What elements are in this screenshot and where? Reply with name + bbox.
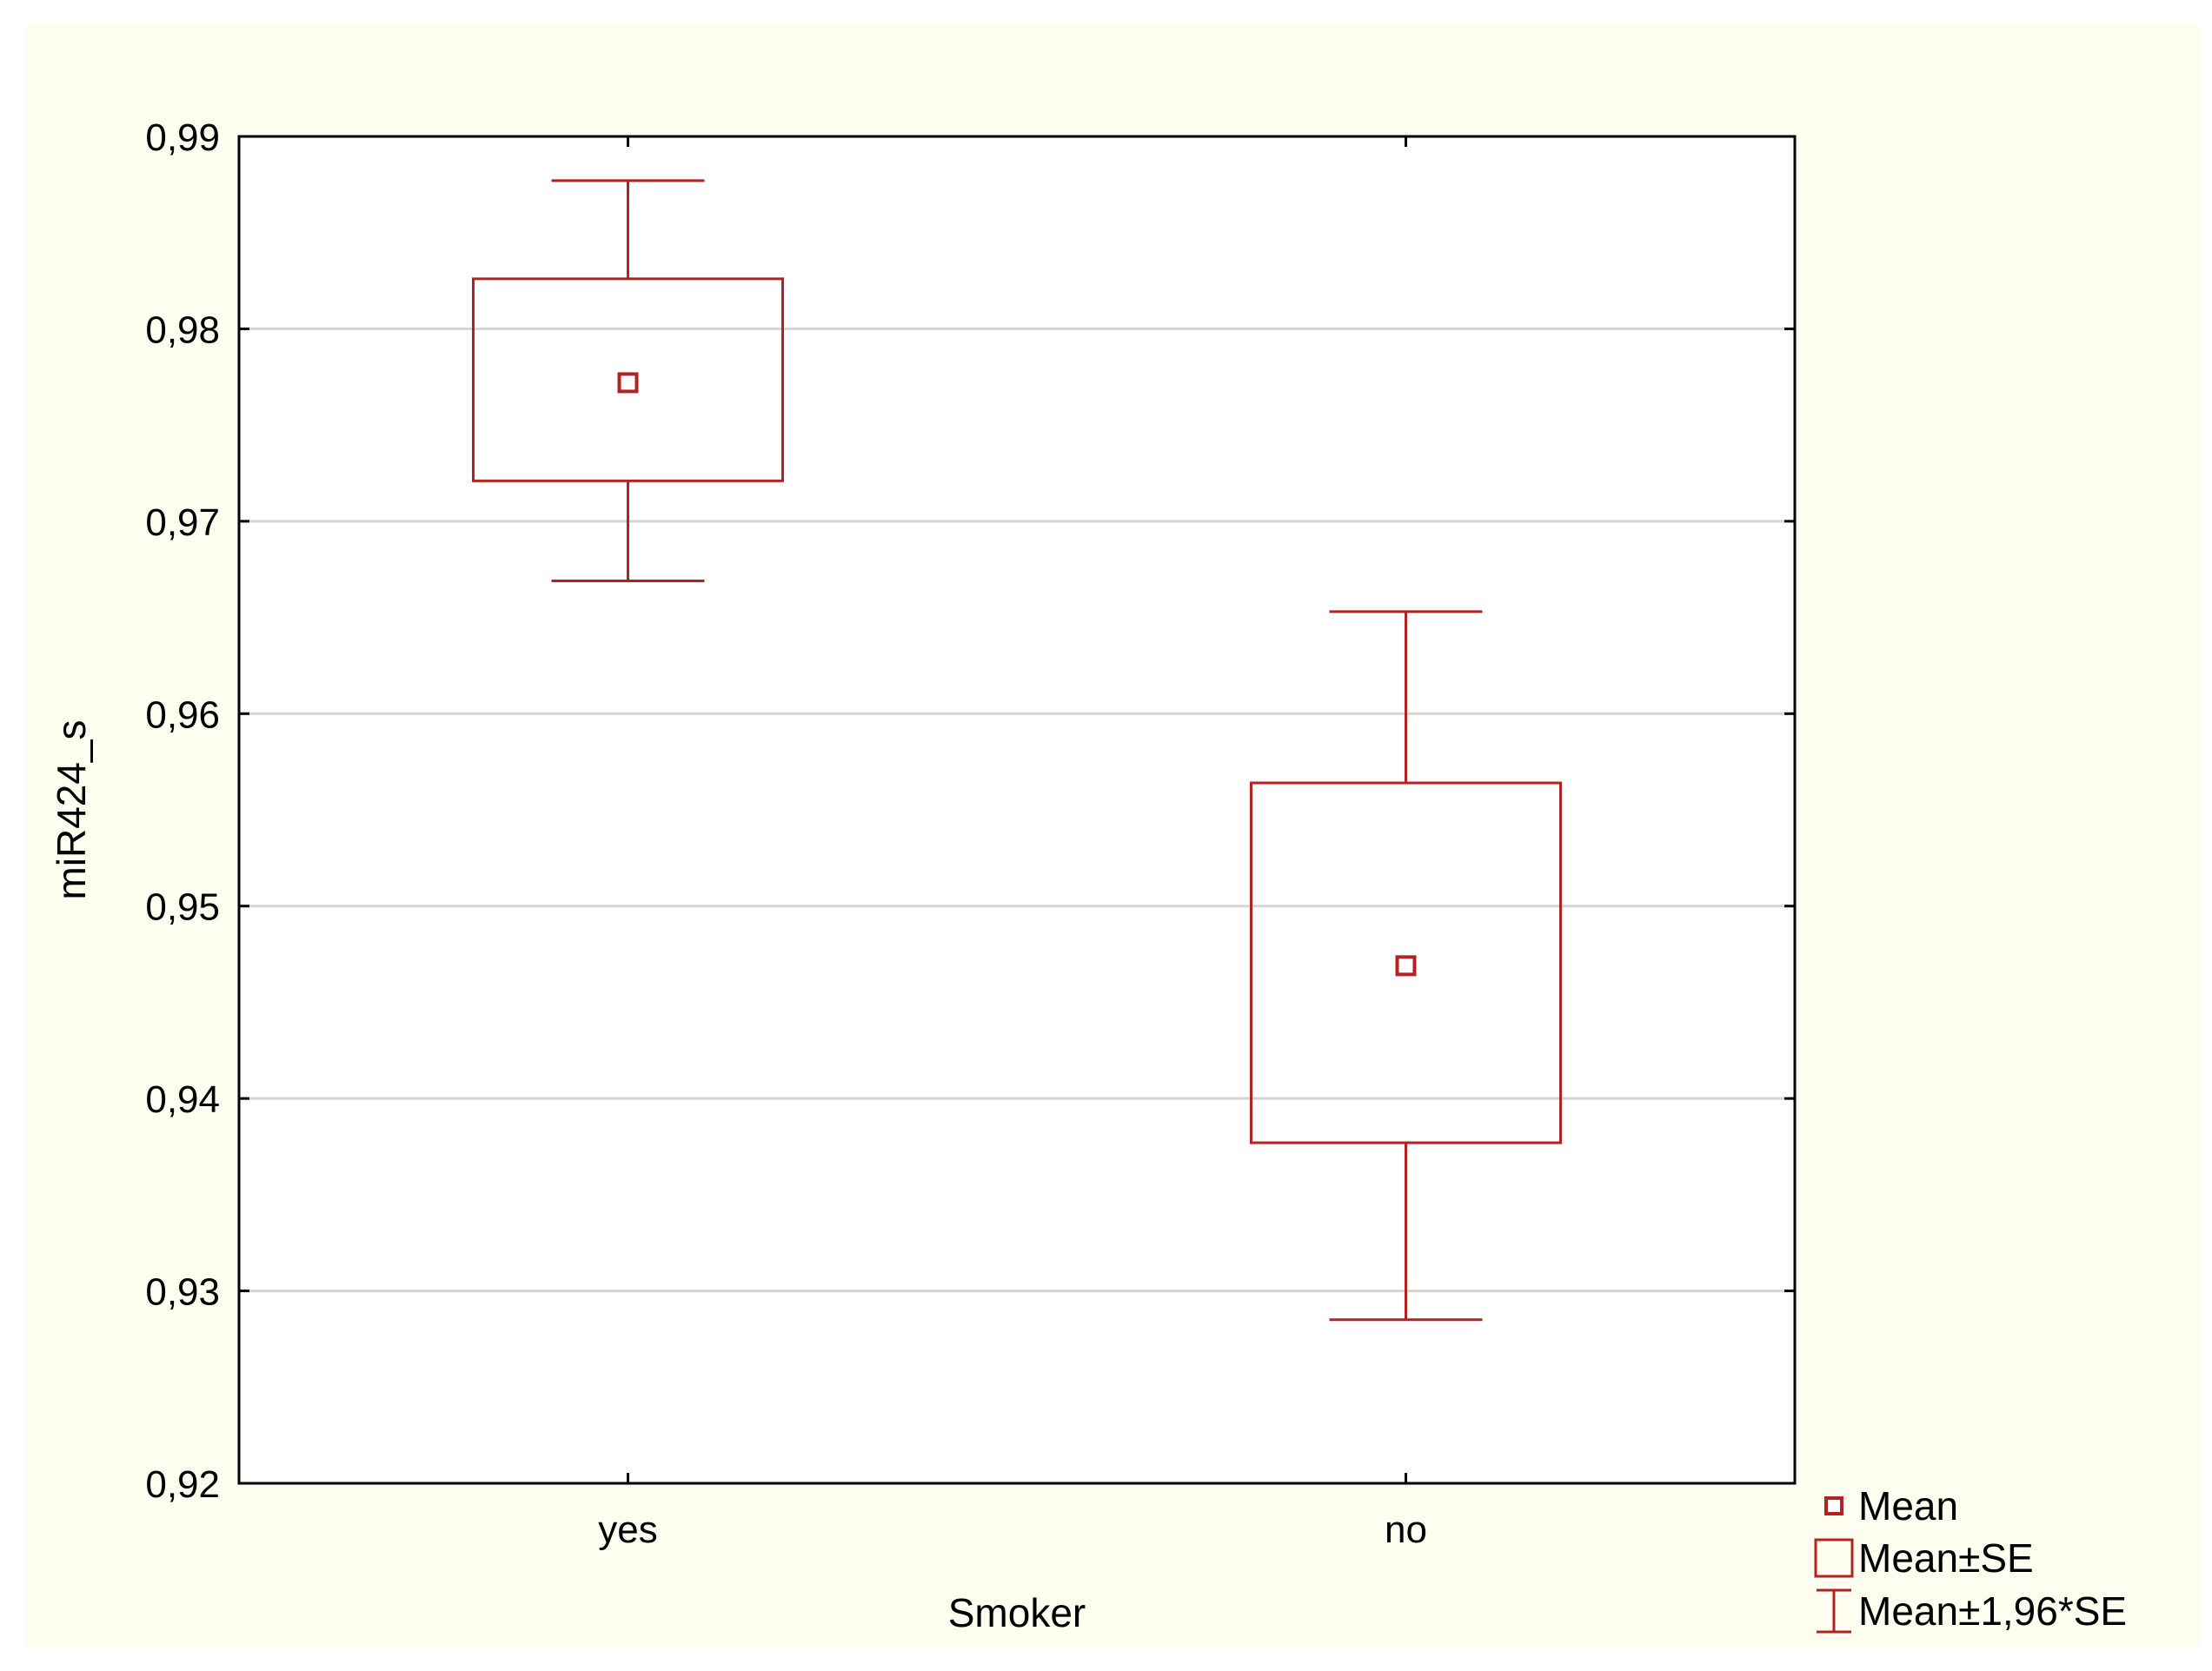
gridlines: [239, 327, 1795, 1293]
se-box: [1250, 781, 1562, 1144]
y-tick-label: 0,99: [145, 116, 220, 159]
legend-item-whisker: Mean±1,96*SE: [1817, 1588, 2127, 1634]
y-tick-label: 0,97: [145, 501, 220, 544]
x-axis-title: Smoker: [948, 1590, 1086, 1635]
y-tick-label: 0,93: [145, 1271, 220, 1314]
box-series: [472, 179, 1562, 1322]
se-box: [472, 277, 784, 482]
legend-box-icon: [1814, 1538, 1854, 1578]
mean-marker: [1395, 955, 1417, 977]
plot-area: [239, 136, 1795, 1483]
legend: Mean Mean±SE Mean±1,96*SE: [1814, 1483, 2127, 1634]
x-tick-label-yes: yes: [598, 1509, 657, 1551]
y-axis-title: miR424_s: [49, 719, 94, 899]
y-tick-label: 0,98: [145, 308, 220, 351]
legend-label: Mean: [1858, 1483, 1958, 1528]
mean-marker: [617, 372, 639, 394]
y-tick-label: 0,92: [145, 1463, 220, 1506]
y-tick-label: 0,96: [145, 693, 220, 736]
y-tick-label: 0,94: [145, 1078, 220, 1121]
legend-mean-icon: [1824, 1496, 1843, 1515]
plot-frame: [237, 135, 1797, 1485]
legend-item-small-square: Mean: [1824, 1483, 1958, 1528]
legend-item-box: Mean±SE: [1814, 1535, 2034, 1581]
x-tick-label-no: no: [1385, 1509, 1427, 1551]
box-group-yes: [472, 179, 784, 582]
y-axis: 0,92 0,93 0,94 0,95 0,96 0,97 0,98 0,99: [145, 116, 1795, 1506]
box-group-no: [1250, 610, 1562, 1322]
y-tick-label: 0,95: [145, 886, 220, 929]
legend-label: Mean±1,96*SE: [1858, 1588, 2127, 1634]
x-axis: yes no: [598, 136, 1427, 1551]
legend-label: Mean±SE: [1858, 1535, 2034, 1581]
